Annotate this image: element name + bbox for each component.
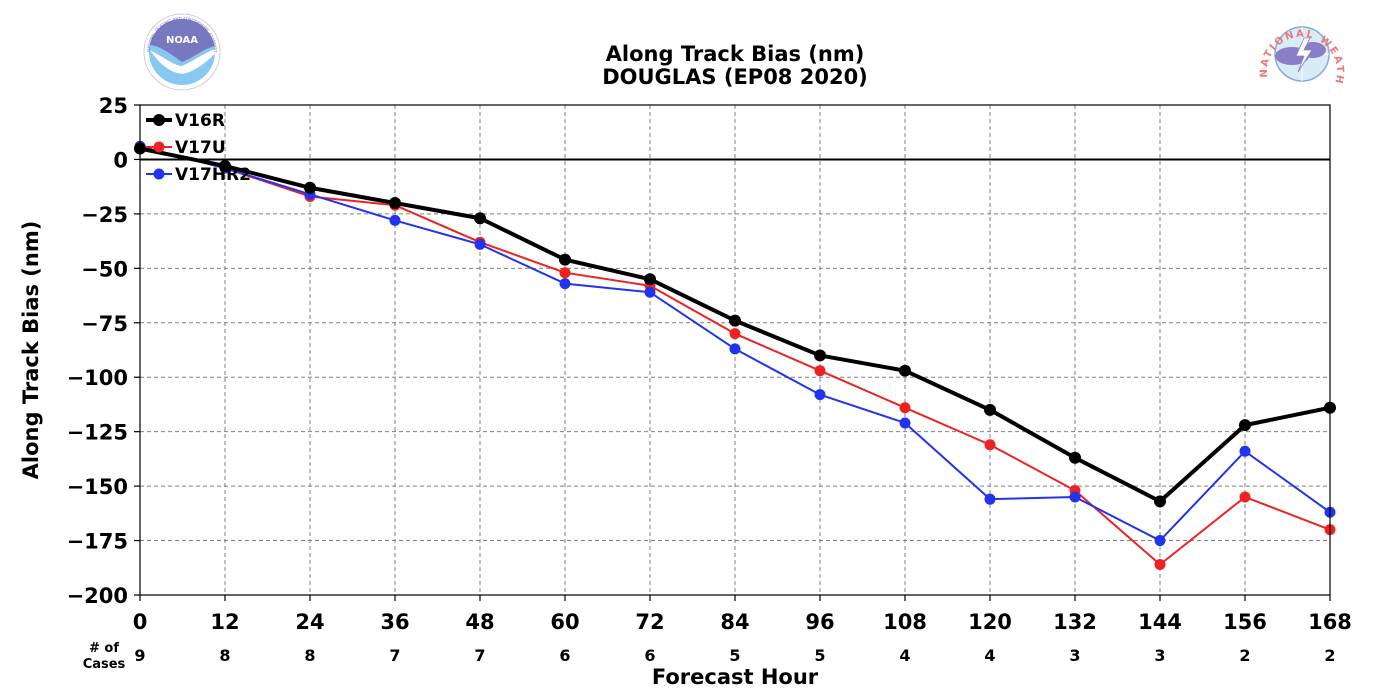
chart-subtitle: DOUGLAS (EP08 2020) xyxy=(602,65,868,89)
y-tick-label: −25 xyxy=(81,203,128,227)
y-tick-label: 0 xyxy=(113,148,128,172)
y-tick-label: −50 xyxy=(81,257,128,281)
data-point-v17hr2 xyxy=(1069,491,1081,503)
cases-value: 5 xyxy=(729,646,740,665)
x-tick-label: 12 xyxy=(210,610,239,634)
y-tick-label: −100 xyxy=(67,366,128,390)
x-tick-label: 60 xyxy=(550,610,579,634)
data-point-v16r xyxy=(219,159,231,172)
x-tick-label: 72 xyxy=(635,610,664,634)
data-point-v17hr2 xyxy=(559,278,571,290)
noaa-logo-text: NOAA xyxy=(166,35,198,46)
data-point-v16r xyxy=(559,253,571,266)
x-axis-label: Forecast Hour xyxy=(652,665,819,689)
x-tick-label: 156 xyxy=(1223,610,1267,634)
noaa-logo: NOAA NATIONAL OCEANIC AND ATMOSPHERIC AD… xyxy=(0,0,221,91)
data-point-v16r xyxy=(644,273,656,286)
data-point-v17u xyxy=(984,439,996,451)
data-point-v17u xyxy=(899,402,911,414)
cases-value: 5 xyxy=(814,646,825,665)
x-tick-label: 108 xyxy=(883,610,927,634)
cases-value: 7 xyxy=(389,646,400,665)
data-point-v17u xyxy=(729,328,741,340)
y-axis-label: Along Track Bias (nm) xyxy=(19,221,43,480)
x-tick-label: 168 xyxy=(1308,610,1352,634)
y-tick-label: −175 xyxy=(67,530,128,554)
y-tick-label: −125 xyxy=(67,421,128,445)
data-point-v17hr2 xyxy=(814,389,826,401)
chart-title: Along Track Bias (nm) xyxy=(606,42,865,66)
cases-value: 2 xyxy=(1239,646,1250,665)
data-point-v16r xyxy=(729,314,741,327)
legend-label-v17hr2: V17HR2 xyxy=(175,165,251,185)
x-tick-label: 36 xyxy=(380,610,409,634)
data-point-v17hr2 xyxy=(474,238,486,250)
series-line-v17u xyxy=(140,145,1330,566)
cases-value: 2 xyxy=(1324,646,1335,665)
x-tick-label: 84 xyxy=(720,610,749,634)
cases-label-line1: # of xyxy=(89,641,119,656)
plot-frame xyxy=(139,104,1331,596)
y-tick-label: −150 xyxy=(67,475,128,499)
y-tick-label: 25 xyxy=(99,94,128,118)
legend-label-v17u: V17U xyxy=(175,138,226,158)
data-point-v16r xyxy=(984,403,996,416)
data-point-v17hr2 xyxy=(389,214,401,226)
legend-marker-v17u xyxy=(153,141,165,153)
data-point-v16r xyxy=(814,349,826,362)
x-tick-label: 120 xyxy=(968,610,1012,634)
data-point-v16r xyxy=(899,364,911,377)
cases-value: 4 xyxy=(899,646,910,665)
data-point-v17u xyxy=(1239,491,1251,503)
y-ticks: 25 0 −25 −50 −75 −100 −125 −150 −175 −200 xyxy=(67,94,140,608)
legend: V16R V17U V17HR2 xyxy=(146,111,251,185)
cases-value: 9 xyxy=(134,646,145,665)
data-point-v16r xyxy=(474,212,486,225)
cases-value: 6 xyxy=(644,646,655,665)
x-tick-label: 48 xyxy=(465,610,494,634)
cases-label-line2: Cases xyxy=(83,657,126,672)
data-point-v17hr2 xyxy=(1239,445,1251,457)
cases-value: 8 xyxy=(219,646,230,665)
data-point-v17u xyxy=(1154,559,1166,571)
cases-value: 7 xyxy=(474,646,485,665)
data-point-v17u xyxy=(559,267,571,279)
data-point-v17hr2 xyxy=(984,493,996,505)
series-layer xyxy=(140,145,1330,566)
x-tick-label: 132 xyxy=(1053,610,1097,634)
x-tick-label: 0 xyxy=(133,610,148,634)
y-tick-label: −75 xyxy=(81,312,128,336)
x-ticks: 0 12 24 36 48 60 72 84 96 108 120 132 144 156 168 xyxy=(133,595,1352,634)
data-point-v16r xyxy=(1154,495,1166,508)
cases-value: 6 xyxy=(559,646,570,665)
y-tick-label: −200 xyxy=(67,584,128,608)
legend-marker-v16r xyxy=(153,114,165,126)
grid xyxy=(140,105,1330,595)
data-point-v17hr2 xyxy=(1154,535,1166,547)
data-point-v16r xyxy=(389,197,401,209)
cases-value: 4 xyxy=(984,646,995,665)
data-point-v17u xyxy=(814,365,826,377)
data-point-v17hr2 xyxy=(644,286,656,298)
x-tick-label: 144 xyxy=(1138,610,1182,634)
legend-label-v16r: V16R xyxy=(175,111,225,131)
data-point-v16r xyxy=(1239,419,1251,432)
data-point-v17hr2 xyxy=(729,343,741,355)
data-point-v16r xyxy=(304,181,316,194)
data-point-v16r xyxy=(1069,451,1081,464)
cases-value: 3 xyxy=(1154,646,1165,665)
x-tick-label: 24 xyxy=(295,610,324,634)
x-tick-label: 96 xyxy=(805,610,834,634)
cases-value: 3 xyxy=(1069,646,1080,665)
cases-row: 9 8 8 7 7 6 6 5 5 4 4 3 3 2 2 xyxy=(134,646,1335,665)
data-point-v17hr2 xyxy=(899,417,911,429)
marker-layer xyxy=(134,140,1336,571)
legend-marker-v17hr2 xyxy=(153,168,165,180)
cases-value: 8 xyxy=(304,646,315,665)
